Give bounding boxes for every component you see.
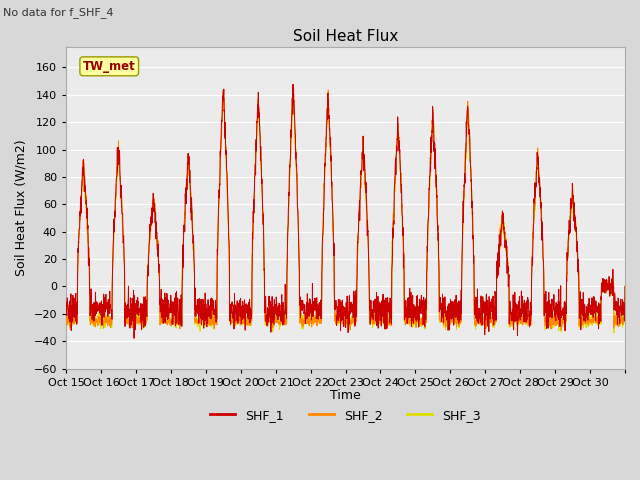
Title: Soil Heat Flux: Soil Heat Flux xyxy=(293,29,398,44)
Text: No data for f_SHF_4: No data for f_SHF_4 xyxy=(3,7,114,18)
Legend: SHF_1, SHF_2, SHF_3: SHF_1, SHF_2, SHF_3 xyxy=(205,404,486,427)
X-axis label: Time: Time xyxy=(330,389,361,402)
Y-axis label: Soil Heat Flux (W/m2): Soil Heat Flux (W/m2) xyxy=(15,139,28,276)
Text: TW_met: TW_met xyxy=(83,60,136,73)
